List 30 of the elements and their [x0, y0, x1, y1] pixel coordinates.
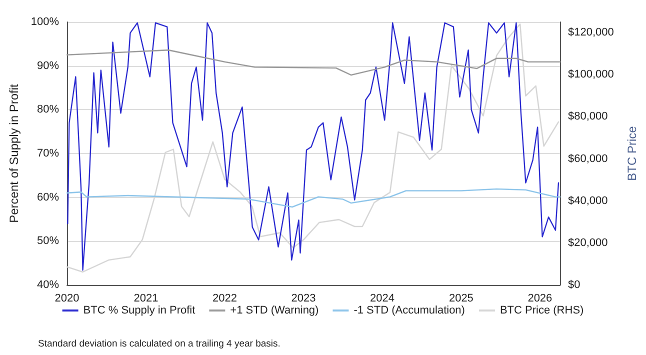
x-tick-label: 2024	[370, 292, 394, 304]
y2-axis-title: BTC Price	[625, 126, 639, 181]
y2-tick-label: $120,000	[568, 26, 614, 39]
y-axis-title: Percent of Supply in Profit	[7, 83, 21, 223]
line-series	[66, 49, 561, 76]
y-tick-label: 40%	[37, 279, 60, 291]
y2-tick-label: $60,000	[568, 152, 608, 165]
y-tick-label: 90%	[37, 60, 60, 72]
y2-tick-label: $0	[568, 279, 580, 291]
y-tick-label: 50%	[37, 235, 60, 248]
text: Standard deviation is calculated on a trailing 4 year basis.	[38, 338, 280, 350]
x-tick-label: 2025	[448, 292, 474, 304]
y-tick-label: 80%	[37, 104, 60, 116]
y-tick-label: 100%	[30, 16, 60, 28]
x-tick-label: 2021	[134, 292, 158, 304]
legend-label: BTC Price (RHS)	[500, 304, 584, 316]
x-tick-label: 2020	[54, 292, 80, 304]
y2-tick-label: $80,000	[568, 110, 608, 123]
y2-tick-label: $100,000	[568, 68, 614, 81]
y2-tick-label: $20,000	[568, 236, 608, 249]
y-tick-label: 70%	[37, 148, 60, 160]
y-tick-label: 60%	[37, 191, 60, 204]
x-tick-label: 2022	[212, 292, 237, 304]
x-tick-label: 2026	[528, 292, 552, 304]
line-series	[66, 188, 561, 208]
x-tick-label: 2023	[291, 292, 316, 304]
y2-tick-label: $40,000	[568, 194, 608, 207]
legend-label: -1 STD (Accumulation)	[354, 304, 465, 316]
legend-label: +1 STD (Warning)	[230, 304, 319, 316]
legend-label: BTC % Supply in Profit	[83, 304, 196, 316]
